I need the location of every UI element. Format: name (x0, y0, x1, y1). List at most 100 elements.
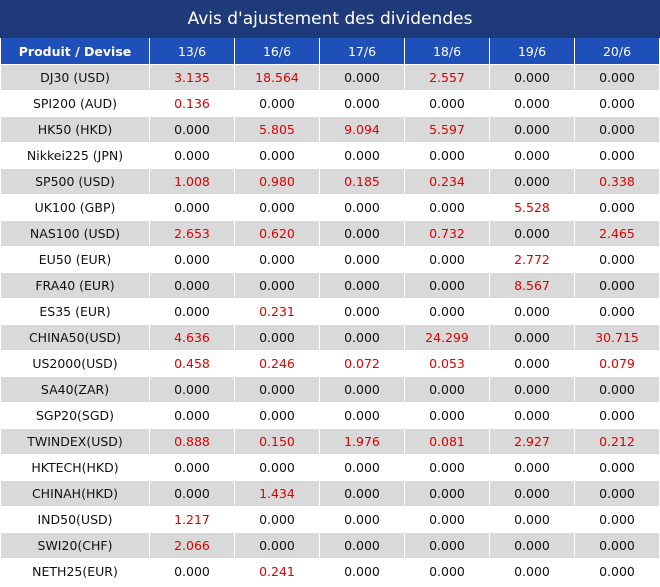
product-cell: CHINAH(HKD) (0, 480, 150, 507)
column-header-date: 16/6 (234, 38, 320, 65)
dividend-value-cell: 0.000 (489, 64, 575, 91)
table-row: Nikkei225 (JPN) 0.000 0.000 0.000 0.000 0.000… (0, 142, 660, 169)
table-title: Avis d'ajustement des dividendes (0, 0, 660, 38)
dividend-value-cell: 1.217 (149, 506, 235, 533)
dividend-value-cell: 0.000 (404, 142, 490, 169)
dividend-value-cell: 9.094 (319, 116, 405, 143)
dividend-value-cell: 0.000 (234, 506, 320, 533)
column-header-date: 13/6 (149, 38, 235, 65)
product-cell: SA40(ZAR) (0, 376, 150, 403)
table-row: SGP20(SGD) 0.000 0.000 0.000 0.000 0.000 0.000 (0, 402, 660, 429)
dividend-value-cell: 0.000 (149, 246, 235, 273)
dividend-value-cell: 0.000 (574, 272, 660, 299)
dividend-value-cell: 0.000 (489, 454, 575, 481)
product-cell: NAS100 (USD) (0, 220, 150, 247)
table-row: HKTECH(HKD) 0.000 0.000 0.000 0.000 0.000 0.00… (0, 454, 660, 481)
dividend-value-cell: 0.000 (574, 142, 660, 169)
dividend-value-cell: 0.000 (149, 116, 235, 143)
product-cell: NETH25(EUR) (0, 558, 150, 585)
dividend-value-cell: 0.053 (404, 350, 490, 377)
dividend-value-cell: 0.000 (149, 272, 235, 299)
dividend-value-cell: 0.000 (489, 532, 575, 559)
column-header-date: 20/6 (574, 38, 660, 65)
dividend-value-cell: 0.000 (574, 454, 660, 481)
dividend-value-cell: 0.000 (404, 376, 490, 403)
product-cell: EU50 (EUR) (0, 246, 150, 273)
dividend-value-cell: 0.000 (404, 194, 490, 221)
dividend-value-cell: 0.000 (319, 532, 405, 559)
dividend-value-cell: 0.000 (234, 376, 320, 403)
dividend-value-cell: 0.000 (574, 532, 660, 559)
dividend-value-cell: 0.000 (149, 376, 235, 403)
table-row: SA40(ZAR) 0.000 0.000 0.000 0.000 0.000 0.000 (0, 376, 660, 403)
dividend-value-cell: 2.927 (489, 428, 575, 455)
product-cell: HKTECH(HKD) (0, 454, 150, 481)
product-cell: DJ30 (USD) (0, 64, 150, 91)
dividend-value-cell: 0.980 (234, 168, 320, 195)
dividend-value-cell: 0.000 (574, 246, 660, 273)
dividend-value-cell: 18.564 (234, 64, 320, 91)
dividend-value-cell: 0.000 (489, 116, 575, 143)
product-cell: Nikkei225 (JPN) (0, 142, 150, 169)
table-row: NAS100 (USD) 2.653 0.620 0.000 0.732 0.000 2.4… (0, 220, 660, 247)
dividend-value-cell: 0.000 (489, 506, 575, 533)
dividend-value-cell: 30.715 (574, 324, 660, 351)
table-row: TWINDEX(USD) 0.888 0.150 1.976 0.081 2.927 0.2… (0, 428, 660, 455)
table-row: FRA40 (EUR) 0.000 0.000 0.000 0.000 8.567 0.00… (0, 272, 660, 299)
dividend-value-cell: 0.000 (149, 480, 235, 507)
dividend-value-cell: 0.000 (149, 142, 235, 169)
dividend-value-cell: 0.000 (149, 194, 235, 221)
dividend-value-cell: 0.000 (149, 454, 235, 481)
dividend-value-cell: 1.434 (234, 480, 320, 507)
dividend-value-cell: 0.000 (404, 402, 490, 429)
table-row: SPI200 (AUD) 0.136 0.000 0.000 0.000 0.000 0.0… (0, 90, 660, 117)
dividend-value-cell: 0.000 (234, 324, 320, 351)
dividend-value-cell: 0.000 (404, 506, 490, 533)
dividend-value-cell: 0.620 (234, 220, 320, 247)
dividend-value-cell: 0.000 (149, 298, 235, 325)
dividend-value-cell: 0.185 (319, 168, 405, 195)
dividend-value-cell: 0.000 (574, 194, 660, 221)
table-row: CHINA50(USD) 4.636 0.000 0.000 24.299 0.000 30… (0, 324, 660, 351)
dividend-value-cell: 0.000 (489, 142, 575, 169)
dividend-value-cell: 0.079 (574, 350, 660, 377)
dividend-value-cell: 0.000 (234, 194, 320, 221)
product-cell: SGP20(SGD) (0, 402, 150, 429)
dividend-value-cell: 0.732 (404, 220, 490, 247)
dividend-value-cell: 0.000 (489, 558, 575, 585)
dividend-value-cell: 0.000 (489, 402, 575, 429)
dividend-value-cell: 0.000 (574, 558, 660, 585)
dividend-value-cell: 0.231 (234, 298, 320, 325)
dividend-value-cell: 0.000 (319, 220, 405, 247)
dividend-value-cell: 0.000 (489, 220, 575, 247)
dividend-value-cell: 0.000 (574, 298, 660, 325)
product-cell: SP500 (USD) (0, 168, 150, 195)
product-cell: CHINA50(USD) (0, 324, 150, 351)
product-cell: UK100 (GBP) (0, 194, 150, 221)
dividend-value-cell: 0.000 (234, 454, 320, 481)
dividend-value-cell: 2.066 (149, 532, 235, 559)
dividend-value-cell: 1.976 (319, 428, 405, 455)
dividend-value-cell: 0.000 (149, 402, 235, 429)
dividend-value-cell: 0.000 (404, 454, 490, 481)
dividend-value-cell: 0.212 (574, 428, 660, 455)
product-cell: SWI20(CHF) (0, 532, 150, 559)
dividend-value-cell: 0.000 (489, 376, 575, 403)
table-row: NETH25(EUR) 0.000 0.241 0.000 0.000 0.000 0.00… (0, 558, 660, 585)
dividend-value-cell: 0.000 (319, 64, 405, 91)
product-cell: TWINDEX(USD) (0, 428, 150, 455)
dividend-value-cell: 24.299 (404, 324, 490, 351)
dividend-value-cell: 2.557 (404, 64, 490, 91)
dividend-value-cell: 1.008 (149, 168, 235, 195)
dividend-value-cell: 0.150 (234, 428, 320, 455)
product-cell: HK50 (HKD) (0, 116, 150, 143)
dividend-value-cell: 0.000 (404, 246, 490, 273)
dividend-value-cell: 0.000 (319, 454, 405, 481)
dividend-value-cell: 0.458 (149, 350, 235, 377)
dividend-value-cell: 0.000 (234, 402, 320, 429)
column-header-date: 18/6 (404, 38, 490, 65)
dividend-value-cell: 0.234 (404, 168, 490, 195)
dividend-value-cell: 0.000 (149, 558, 235, 585)
table-row: IND50(USD) 1.217 0.000 0.000 0.000 0.000 0.000 (0, 506, 660, 533)
